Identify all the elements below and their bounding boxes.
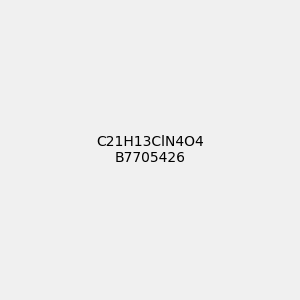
Text: C21H13ClN4O4
B7705426: C21H13ClN4O4 B7705426 [96,135,204,165]
